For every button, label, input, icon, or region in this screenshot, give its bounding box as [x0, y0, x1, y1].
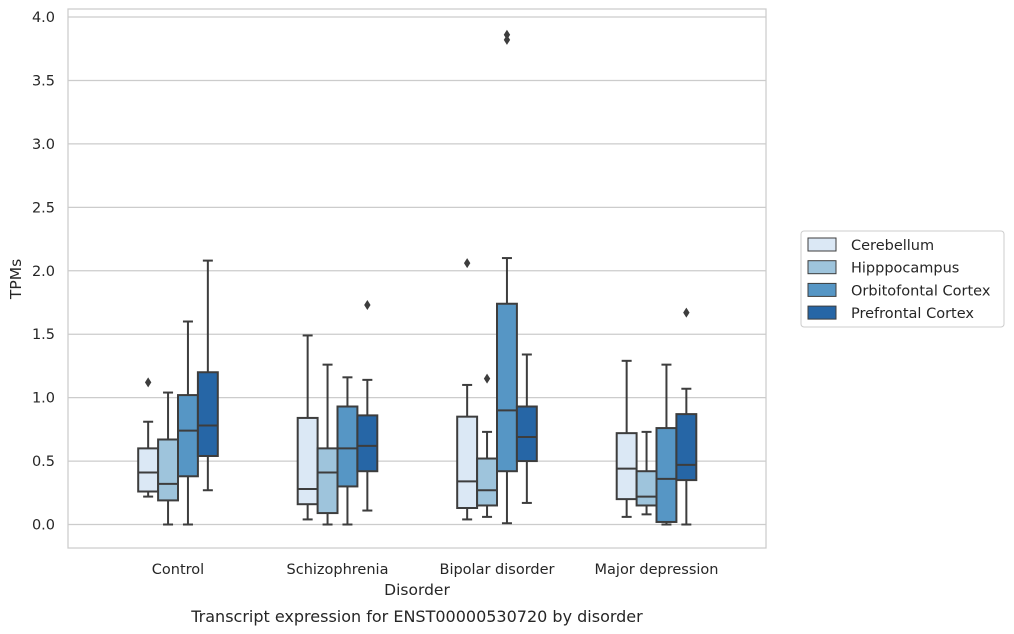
boxes — [137, 29, 698, 526]
legend-swatch — [807, 305, 837, 320]
legend-label: Hipppocampus — [851, 261, 959, 277]
legend-frame — [800, 230, 1005, 328]
y-tick-label: 3.5 — [32, 73, 55, 89]
outlier-marker — [463, 258, 471, 269]
box-body — [675, 413, 698, 482]
box-cerebellum — [456, 258, 479, 521]
box-orbitofontal-cortex — [177, 320, 199, 526]
y-tick-label: 0.5 — [32, 454, 55, 470]
legend-label: Cerebellum — [851, 238, 934, 254]
x-tick-labels: Control Schizophrenia Bipolar disorder Majo… — [152, 562, 719, 578]
box-prefrontal-cortex — [196, 259, 219, 492]
legend-swatch — [807, 260, 837, 275]
box-body — [635, 470, 658, 507]
outlier-marker — [503, 34, 511, 45]
plot-frame — [67, 8, 767, 549]
y-tick-label: 2.0 — [32, 264, 55, 280]
box-prefrontal-cortex — [515, 353, 538, 504]
box-body — [137, 447, 160, 493]
outlier-marker — [483, 373, 491, 384]
box-body — [456, 415, 479, 510]
box-body — [496, 302, 518, 473]
x-tick-label: Schizophrenia — [287, 562, 389, 578]
y-axis-title: TPMs — [7, 259, 25, 300]
box-body — [296, 416, 319, 506]
box-hipppocampus — [316, 363, 339, 526]
y-tick-label: 4.0 — [32, 10, 55, 26]
outlier-marker — [364, 300, 371, 311]
x-tick-label: Bipolar disorder — [440, 562, 555, 578]
box-body — [515, 405, 538, 463]
box-body — [356, 414, 379, 473]
box-cerebellum — [296, 334, 319, 521]
box-body — [655, 427, 678, 523]
legend-swatch — [807, 282, 837, 297]
box-body — [476, 457, 499, 507]
box-prefrontal-cortex — [356, 300, 379, 512]
legend-swatch — [807, 237, 837, 252]
box-cerebellum — [615, 359, 638, 518]
legend: Cerebellum Hipppocampus Orbitofontal Corte… — [800, 230, 1005, 328]
y-tick-label: 1.0 — [32, 391, 55, 407]
legend-items: Cerebellum Hipppocampus Orbitofontal Corte… — [807, 237, 991, 322]
box-prefrontal-cortex — [675, 307, 698, 526]
box-body — [336, 405, 359, 488]
y-tick-label: 3.0 — [32, 137, 55, 153]
outlier-marker — [144, 377, 152, 388]
box-body — [177, 394, 199, 478]
outlier-marker — [683, 307, 690, 318]
box-body — [615, 432, 638, 501]
x-tick-label: Control — [152, 562, 204, 578]
chart-caption: Transcript expression for ENST0000053072… — [190, 607, 643, 626]
box-orbitofontal-cortex — [496, 29, 518, 525]
x-tick-label: Major depression — [595, 562, 719, 578]
box-body — [316, 447, 339, 515]
y-tick-label: 1.5 — [32, 327, 55, 343]
y-tick-label: 2.5 — [32, 200, 55, 216]
box-body — [157, 438, 180, 502]
legend-label: Orbitofontal Cortex — [851, 283, 991, 299]
outlier-marker — [503, 29, 511, 40]
plot-area — [67, 8, 767, 549]
y-tick-labels: 0.0 0.5 1.0 1.5 2.0 2.5 3.0 3.5 4.0 — [32, 10, 55, 534]
box-body — [196, 371, 219, 457]
box-hipppocampus — [476, 373, 499, 518]
y-tick-label: 0.0 — [32, 518, 55, 534]
x-axis-title: Disorder — [384, 581, 450, 599]
legend-label: Prefrontal Cortex — [851, 306, 974, 322]
